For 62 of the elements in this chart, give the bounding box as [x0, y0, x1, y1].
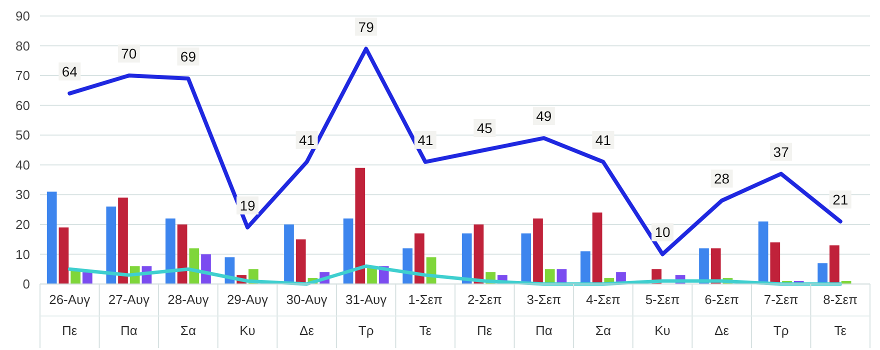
category-label: 28-Αυγ Σα [168, 292, 209, 338]
bar [462, 233, 472, 284]
line-series [68, 264, 842, 286]
y-tick-label: 60 [16, 98, 30, 113]
data-label: 28 [714, 170, 730, 187]
category-label: 8-Σεπ Τε [823, 292, 858, 338]
category-label: 29-Αυγ Κυ [226, 292, 268, 338]
bar [818, 263, 828, 284]
bar [46, 192, 57, 284]
category-label: 2-Σεπ Πε [467, 292, 502, 338]
y-tick-label: 80 [16, 38, 30, 54]
data-label: 69 [180, 48, 196, 65]
bar [355, 168, 366, 284]
category-label: 3-Σεπ Πα [526, 292, 562, 338]
bar [58, 227, 69, 284]
data-label: 79 [358, 18, 374, 35]
data-label: 64 [62, 63, 78, 80]
y-tick-label: 50 [16, 128, 30, 143]
bar [118, 198, 128, 284]
bar [580, 251, 590, 284]
bar [177, 224, 188, 284]
category-label: 30-Αυγ Δε [286, 292, 328, 338]
data-label: 49 [536, 108, 552, 124]
bar [830, 245, 840, 284]
data-label: 41 [298, 132, 315, 148]
data-label: 37 [773, 144, 790, 160]
category-label: 1-Σεπ Τε [408, 292, 443, 338]
category-label: 27-Αυγ Πα [108, 292, 150, 338]
data-label: 19 [240, 197, 256, 214]
bar [166, 218, 176, 284]
data-label: 41 [418, 132, 434, 148]
bar [343, 218, 354, 284]
bar [474, 224, 484, 284]
y-tick-label: 20 [16, 216, 30, 232]
y-tick-label: 90 [16, 8, 30, 24]
bar [758, 221, 768, 284]
category-label: 7-Σεπ Τρ [764, 292, 798, 338]
bar [770, 242, 780, 284]
y-tick-label: 0 [22, 276, 30, 292]
y-tick-label: 10 [16, 246, 30, 262]
bar [533, 218, 543, 284]
bar [106, 206, 116, 284]
bar [544, 269, 555, 284]
y-tick-label: 70 [16, 68, 30, 84]
data-label: 70 [121, 46, 137, 62]
category-label: 5-Σεπ Κυ [645, 292, 680, 338]
category-label: 4-Σεπ Σα [586, 292, 620, 338]
bar [284, 224, 294, 284]
category-label: 31-Αυγ Τρ [346, 292, 387, 338]
data-label: 10 [654, 224, 670, 240]
category-label: 6-Σεπ Δε [704, 292, 739, 338]
bar [592, 212, 602, 284]
bar [296, 239, 306, 284]
data-label: 21 [832, 191, 848, 208]
bar [521, 233, 532, 284]
data-label: 41 [595, 132, 612, 148]
category-label: 26-Αυγ Πε [49, 292, 90, 338]
bar [414, 233, 424, 284]
y-tick-label: 40 [16, 157, 30, 172]
y-tick-label: 30 [16, 187, 30, 202]
data-label: 45 [476, 120, 493, 136]
bar [82, 272, 92, 284]
